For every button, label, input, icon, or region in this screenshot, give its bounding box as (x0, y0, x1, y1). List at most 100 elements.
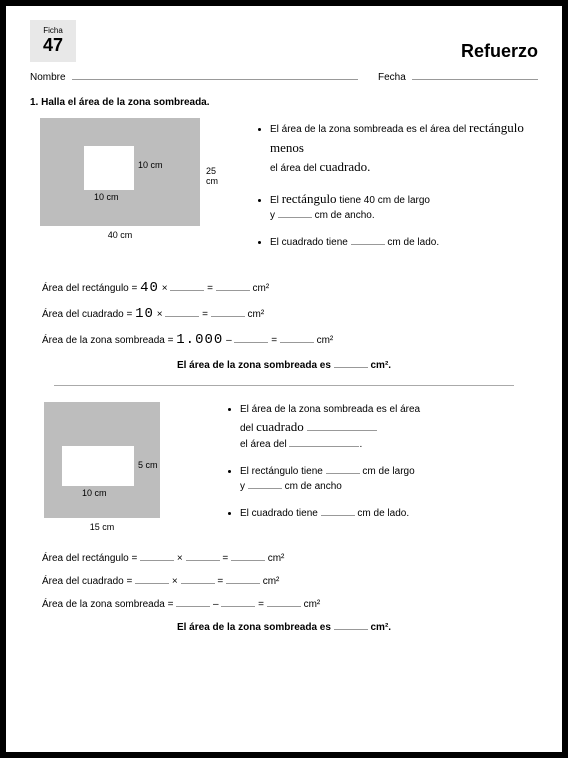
operator: = (207, 283, 213, 294)
blank[interactable] (231, 551, 265, 561)
operator: × (157, 309, 163, 320)
page-title: Refuerzo (461, 41, 538, 62)
name-row: Nombre Fecha (30, 70, 538, 83)
fecha-label: Fecha (378, 72, 406, 83)
section-2: 5 cm 10 cm 15 cm El área de la zona somb… (30, 402, 538, 533)
text: cm de ancho (285, 481, 342, 492)
blank[interactable] (334, 358, 368, 368)
blank[interactable] (165, 307, 199, 317)
operator: – (226, 335, 232, 346)
inner-rect-2 (62, 446, 134, 486)
blank[interactable] (278, 208, 312, 218)
dim-right-1: 25 cm (206, 166, 222, 186)
cursive-text: rectángulo (282, 191, 337, 206)
blank[interactable] (226, 574, 260, 584)
nombre-field: Nombre (30, 70, 358, 83)
blank[interactable] (135, 574, 169, 584)
bullet-2-1: El área de la zona sombreada es el área … (240, 402, 538, 452)
blank[interactable] (176, 597, 210, 607)
cursive-text: cuadrado. (319, 159, 370, 174)
text: El área de la zona sombreada es el área (240, 404, 420, 415)
unit: cm² (253, 283, 270, 294)
calc-row: Área del rectángulo = × = cm² (42, 551, 538, 564)
blank[interactable] (186, 551, 220, 561)
answer-2: El área de la zona sombreada es cm². (30, 620, 538, 633)
operator: × (172, 576, 178, 587)
ficha-number: 47 (43, 35, 63, 56)
value: 10 (135, 306, 154, 322)
bullet-2-2: El rectángulo tiene cm de largo y cm de … (240, 464, 538, 494)
nombre-label: Nombre (30, 72, 66, 83)
inner-square-1 (84, 146, 134, 190)
bullet-1-2: El rectángulo tiene 40 cm de largo y cm … (270, 189, 538, 224)
ficha-box: Ficha 47 (30, 20, 76, 62)
text: y (240, 481, 245, 492)
blank[interactable] (140, 551, 174, 561)
divider (54, 385, 514, 386)
ficha-label: Ficha (43, 26, 63, 35)
blank[interactable] (221, 597, 255, 607)
bullet-2-3: El cuadrado tiene cm de lado. (240, 506, 538, 521)
text: el área del (270, 163, 317, 174)
text: El área de la zona sombreada es (177, 360, 331, 371)
dim-bottom-1: 40 cm (40, 230, 200, 240)
calc-row: Área del cuadrado = 10 × = cm² (42, 306, 538, 322)
dim-inner-right-2: 5 cm (138, 460, 158, 470)
text: cm de lado. (387, 237, 439, 248)
operator: = (217, 576, 223, 587)
section-1: 10 cm 10 cm 25 cm 40 cm El área de la zo… (30, 118, 538, 262)
blank[interactable] (326, 464, 360, 474)
text: Área del cuadrado = (42, 309, 132, 320)
text: El cuadrado tiene (240, 508, 318, 519)
blank[interactable] (267, 597, 301, 607)
blank[interactable] (307, 421, 377, 431)
blank[interactable] (280, 333, 314, 343)
nombre-blank[interactable] (72, 70, 358, 80)
text: El cuadrado tiene (270, 237, 348, 248)
blank[interactable] (234, 333, 268, 343)
text: El área de la zona sombreada es el área (270, 124, 450, 135)
text: El rectángulo tiene (240, 466, 323, 477)
blank[interactable] (181, 574, 215, 584)
bullets-2: El área de la zona sombreada es el área … (228, 402, 538, 533)
blank[interactable] (170, 281, 204, 291)
outer-rect-1: 10 cm 10 cm (40, 118, 200, 226)
blank[interactable] (216, 281, 250, 291)
operator: = (202, 309, 208, 320)
dim-bottom-2: 15 cm (44, 522, 160, 532)
outer-square-2: 5 cm 10 cm (44, 402, 160, 518)
dim-inner-bottom-1: 10 cm (94, 192, 119, 202)
blank[interactable] (351, 235, 385, 245)
blank[interactable] (248, 479, 282, 489)
text: El (270, 195, 279, 206)
text: del (240, 423, 253, 434)
blank[interactable] (289, 437, 359, 447)
text: Área del cuadrado = (42, 576, 132, 587)
calculations-2: Área del rectángulo = × = cm² Área del c… (42, 551, 538, 610)
unit: cm² (304, 599, 321, 610)
operator: = (271, 335, 277, 346)
text: Área de la zona sombreada = (42, 599, 173, 610)
blank[interactable] (334, 620, 368, 630)
blank[interactable] (211, 307, 245, 317)
blank[interactable] (321, 506, 355, 516)
calc-row: Área de la zona sombreada = 1.000 – = cm… (42, 332, 538, 348)
unit: cm². (370, 622, 391, 633)
text: cm de largo (362, 466, 414, 477)
calculations-1: Área del rectángulo = 40 × = cm² Área de… (42, 280, 538, 348)
text: Área del rectángulo = (42, 553, 137, 564)
text: El área de la zona sombreada es (177, 622, 331, 633)
unit: cm² (268, 553, 285, 564)
text: cm de lado. (357, 508, 409, 519)
unit: cm² (248, 309, 265, 320)
dim-inner-bottom-2: 10 cm (82, 488, 107, 498)
unit: cm² (317, 335, 334, 346)
header: Ficha 47 Refuerzo (30, 20, 538, 62)
figure-1: 10 cm 10 cm 25 cm (30, 118, 222, 226)
question-title: 1. Halla el área de la zona sombreada. (30, 97, 538, 108)
operator: – (213, 599, 219, 610)
bullet-1-1: El área de la zona sombreada es el área … (270, 118, 538, 177)
calc-row: Área del cuadrado = × = cm² (42, 574, 538, 587)
fecha-blank[interactable] (412, 70, 538, 80)
value: 40 (140, 280, 159, 296)
